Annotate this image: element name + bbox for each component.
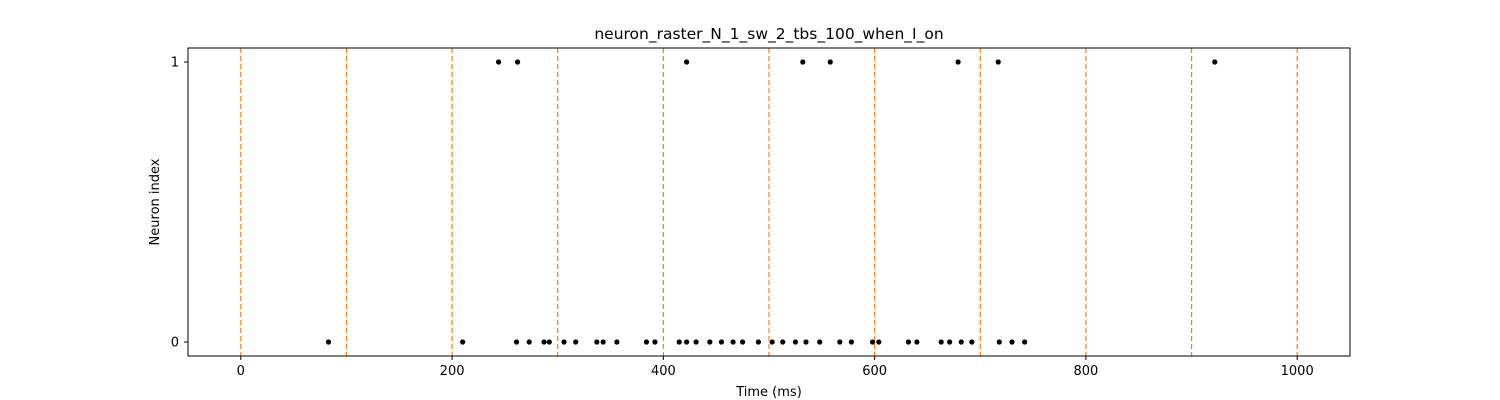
stimulus-lines xyxy=(240,48,1298,356)
y-axis-label: Neuron index xyxy=(148,158,163,245)
spike-point xyxy=(514,59,521,65)
y-tick-label: 1 xyxy=(171,56,179,71)
spike-point xyxy=(905,339,912,345)
spike-point xyxy=(938,339,944,345)
spike-point xyxy=(546,339,552,345)
spike-point xyxy=(848,339,854,345)
spike-point xyxy=(739,339,746,345)
spike-point xyxy=(827,59,833,65)
x-tick-label: 600 xyxy=(862,364,887,379)
spike-point xyxy=(594,339,600,345)
spike-point xyxy=(325,339,332,345)
spike-point xyxy=(1022,339,1028,345)
spike-point xyxy=(643,339,650,345)
spike-point xyxy=(755,339,762,345)
spike-point xyxy=(996,339,1002,345)
spike-point xyxy=(495,59,502,65)
spike-point xyxy=(792,339,799,345)
chart-title: neuron_raster_N_1_sw_2_tbs_100_when_I_on xyxy=(594,25,943,44)
spike-point xyxy=(707,339,713,345)
spike-point xyxy=(693,339,699,345)
x-axis-label: Time (ms) xyxy=(735,385,802,400)
spike-point xyxy=(561,339,567,345)
spike-point xyxy=(684,59,690,65)
spike-point xyxy=(958,339,964,345)
spike-point xyxy=(600,339,606,345)
spike-point xyxy=(730,339,736,345)
spike-point xyxy=(526,339,532,345)
spike-point xyxy=(614,339,620,345)
spike-point xyxy=(1009,339,1015,345)
spike-point xyxy=(914,339,920,345)
spike-point xyxy=(837,339,843,345)
x-tick-label: 800 xyxy=(1073,364,1098,379)
spike-point xyxy=(684,339,690,345)
spike-point xyxy=(876,339,882,345)
x-tick-label: 200 xyxy=(440,364,465,379)
spike-point xyxy=(513,339,520,345)
spike-point xyxy=(769,339,775,345)
spike-point xyxy=(869,339,876,345)
spike-point xyxy=(718,339,725,345)
spike-point xyxy=(955,59,961,65)
spike-point xyxy=(460,339,466,345)
x-tick-label: 0 xyxy=(237,364,245,379)
spike-point xyxy=(995,59,1001,65)
spike-point xyxy=(780,339,786,345)
spike-point xyxy=(803,339,809,345)
y-axis-ticks: 01 xyxy=(171,56,188,351)
spike-point xyxy=(947,339,953,345)
spike-point xyxy=(817,339,823,345)
x-tick-label: 400 xyxy=(651,364,676,379)
plot-frame xyxy=(187,47,1351,357)
spike-point xyxy=(676,339,682,345)
spike-point xyxy=(541,339,547,345)
spike-point xyxy=(969,339,975,345)
x-axis-ticks: 0 200 400 600 800 1000 xyxy=(237,356,1314,379)
spike-points xyxy=(325,59,1218,345)
spike-point xyxy=(652,339,658,345)
y-tick-label: 0 xyxy=(171,336,179,351)
spike-point xyxy=(573,339,579,345)
spike-point xyxy=(800,59,806,65)
spike-point xyxy=(1212,59,1218,65)
x-tick-label: 1000 xyxy=(1281,364,1314,379)
